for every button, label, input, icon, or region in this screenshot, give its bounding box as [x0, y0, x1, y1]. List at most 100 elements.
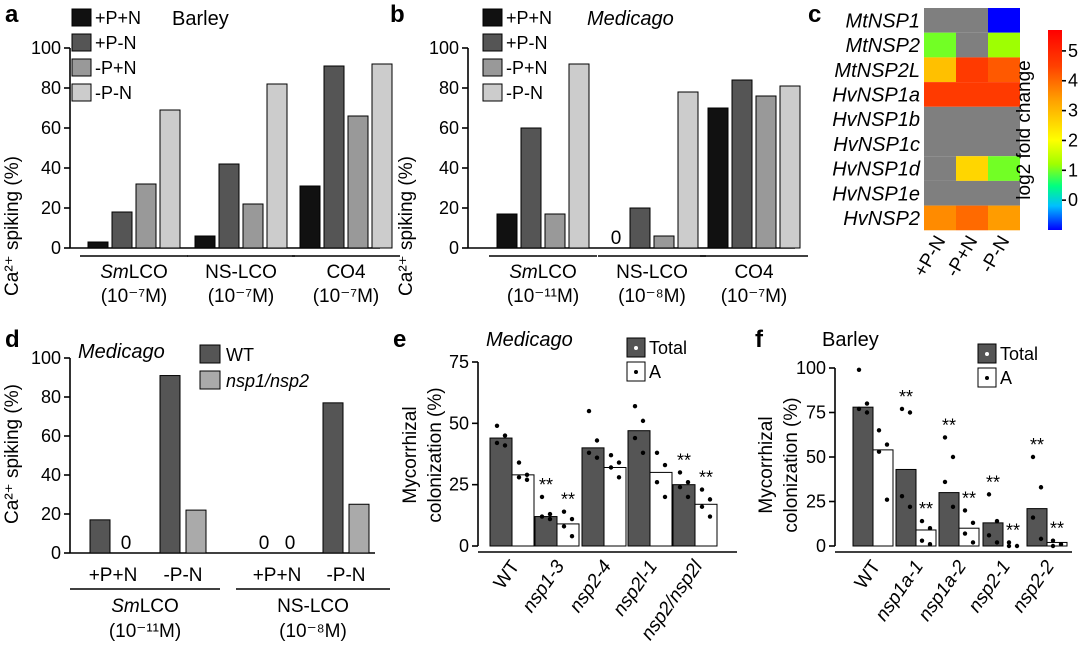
- f-category-label: nsp2-2: [1009, 556, 1060, 616]
- heatmap-cell: [956, 205, 988, 231]
- d-zero-label: 0: [121, 533, 132, 554]
- f-category-label: WT: [851, 557, 885, 594]
- panel-e-title: Medicago: [486, 329, 573, 351]
- heatmap-row-label: HvNSP2: [843, 208, 920, 230]
- b-legend-label: +P+N: [506, 8, 552, 28]
- e-data-point: [654, 480, 660, 485]
- colorbar-label: log2 fold change: [1014, 60, 1035, 199]
- panel-b-ylabel: Ca²⁺ spiking (%): [396, 156, 417, 296]
- e-data-point: [502, 443, 508, 448]
- e-data-point: [616, 460, 622, 465]
- b-category-sublabel: (10⁻⁸M): [618, 286, 686, 307]
- f-significance: **: [962, 488, 976, 508]
- f-data-point: [970, 540, 976, 545]
- heatmap-cell: [956, 106, 988, 132]
- e-data-point: [685, 494, 691, 500]
- a-legend-swatch: [71, 8, 92, 27]
- e-data-point: [640, 418, 646, 424]
- heatmap-cell: [924, 131, 956, 157]
- heatmap-cell: [988, 106, 1020, 132]
- panel-e-letter: e: [393, 326, 406, 353]
- heatmap-cell: [988, 57, 1020, 83]
- f-data-point: [962, 531, 968, 536]
- f-bar: [895, 468, 917, 547]
- e-legend-dot: [634, 346, 638, 350]
- f-bar: [852, 406, 874, 547]
- d-category-label: +P+N: [89, 565, 138, 586]
- b-legend-label: +P-N: [506, 33, 548, 53]
- heatmap-row-label: HvNSP1a: [832, 84, 920, 106]
- f-data-point: [986, 533, 992, 538]
- f-data-point: [1038, 536, 1044, 542]
- e-bar: [511, 474, 535, 547]
- e-significance: **: [677, 450, 691, 470]
- b-y-tick-label: 20: [439, 198, 459, 218]
- f-legend-dot: [985, 352, 989, 356]
- colorbar: [1048, 30, 1062, 230]
- b-bar: [779, 85, 801, 249]
- f-legend-label: A: [1000, 368, 1012, 388]
- f-data-point: [942, 479, 948, 485]
- e-data-point: [561, 524, 567, 529]
- e-y-tick-label: 0: [459, 536, 469, 556]
- e-data-point: [569, 533, 575, 539]
- e-y-tick-label: 75: [449, 352, 469, 372]
- b-category-sublabel: (10⁻⁷M): [721, 286, 788, 307]
- a-bar: [323, 65, 345, 249]
- panel-f-ylabel-line2: colonization (%): [781, 397, 802, 532]
- heatmap-row-label: HvNSP1c: [833, 134, 920, 156]
- f-data-point: [856, 367, 862, 372]
- heatmap-cell: [924, 180, 956, 206]
- e-data-point: [524, 477, 530, 482]
- e-data-point: [608, 465, 614, 470]
- f-data-point: [876, 449, 882, 454]
- e-data-point: [594, 455, 600, 460]
- d-y-tick-label: 80: [41, 387, 61, 407]
- d-category-label: -P-N: [163, 565, 202, 586]
- e-data-point: [632, 403, 638, 409]
- heatmap-cell: [988, 32, 1020, 58]
- e-data-point: [561, 509, 567, 514]
- heatmap-cell: [956, 131, 988, 157]
- d-bar: [322, 402, 344, 554]
- d-zero-label: 0: [285, 533, 296, 554]
- panel-c-letter: c: [808, 1, 821, 28]
- e-legend-dot: [634, 370, 638, 374]
- e-data-point: [677, 484, 683, 490]
- f-category-label: nsp2-1: [965, 557, 1016, 617]
- f-data-point: [1058, 542, 1064, 547]
- a-legend-swatch: [71, 83, 92, 102]
- e-bar: [672, 484, 696, 547]
- f-significance: **: [942, 415, 956, 435]
- e-bar: [489, 437, 513, 547]
- a-bar: [299, 185, 321, 249]
- panel-d-ylabel: Ca²⁺ spiking (%): [2, 384, 23, 524]
- panel-f-ylabel-line1: Mycorrhizal: [756, 416, 777, 513]
- e-data-point: [662, 494, 668, 500]
- a-bar: [111, 211, 133, 249]
- f-data-point: [986, 492, 992, 497]
- a-bar: [266, 83, 288, 249]
- b-y-tick-label: 0: [449, 238, 459, 258]
- heatmap-cell: [956, 82, 988, 107]
- heatmap-cell: [988, 205, 1020, 231]
- e-data-point: [502, 433, 508, 438]
- a-legend-swatch: [71, 33, 92, 52]
- f-bar: [938, 492, 960, 547]
- e-data-point: [699, 487, 705, 492]
- a-legend-label: -P+N: [95, 58, 137, 78]
- e-data-point: [547, 511, 553, 517]
- b-legend-swatch: [482, 83, 503, 102]
- heatmap-cell: [924, 82, 956, 107]
- e-significance: **: [561, 490, 575, 510]
- f-data-point: [899, 406, 905, 412]
- d-zero-label: 0: [259, 533, 270, 554]
- a-y-tick-label: 0: [51, 238, 61, 258]
- a-category-label: CO4: [326, 262, 366, 283]
- panel-f-title: Barley: [822, 329, 879, 351]
- f-data-point: [856, 406, 862, 412]
- a-bar: [371, 63, 393, 249]
- f-bar: [1026, 508, 1048, 547]
- e-data-point: [640, 450, 646, 455]
